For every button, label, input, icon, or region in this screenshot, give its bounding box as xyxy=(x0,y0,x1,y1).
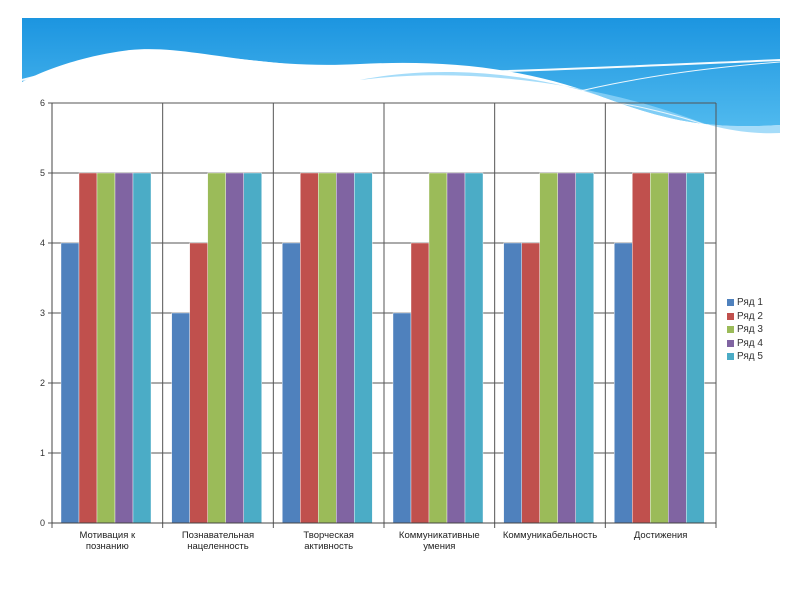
legend-item-4: Ряд 4 xyxy=(727,337,763,351)
x-category-label-4-line-2: умения xyxy=(423,541,455,552)
bar-s3-c4 xyxy=(428,172,448,524)
x-category-label-3-line-1: Творческая xyxy=(303,530,353,541)
bar-s5-c1 xyxy=(132,172,152,524)
x-category-label-4-line-1: Коммуникативные xyxy=(399,530,480,541)
legend-item-5: Ряд 5 xyxy=(727,350,763,364)
legend-label-5: Ряд 5 xyxy=(737,351,763,362)
bar-s4-c5 xyxy=(557,172,576,524)
chart-legend: Ряд 1 Ряд 2 Ряд 3 Ряд 4 Ряд 5 xyxy=(727,296,763,364)
bar-s2-c2 xyxy=(189,242,208,524)
x-category-label-2-line-2: нацеленность xyxy=(187,541,249,552)
bar-s2-c1 xyxy=(78,172,98,524)
bar-s4-c6 xyxy=(668,172,687,524)
legend-swatch-1 xyxy=(727,299,734,307)
legend-label-2: Ряд 2 xyxy=(737,310,763,322)
y-axis-ticks: 0 1 2 3 4 5 6 xyxy=(40,98,52,528)
bar-s1-c3 xyxy=(282,242,301,524)
bar-s3-c1 xyxy=(96,172,116,524)
legend-item-3: Ряд 3 xyxy=(727,323,763,337)
bar-s3-c6 xyxy=(650,172,669,524)
x-category-label-3-line-2: активность xyxy=(304,541,353,552)
y-tick-label-4: 4 xyxy=(40,238,45,248)
bar-s2-c3 xyxy=(300,172,319,524)
bar-s5-c3 xyxy=(354,172,373,524)
x-category-label-1-line-1: Мотивация к xyxy=(79,530,136,541)
x-category-label-5-line-1: Коммуникабельность xyxy=(503,530,597,541)
legend-item-1: Ряд 1 xyxy=(727,296,763,310)
y-tick-label-2: 2 xyxy=(40,378,45,388)
bar-s1-c1 xyxy=(60,242,80,524)
legend-item-2: Ряд 2 xyxy=(727,310,763,324)
bar-s1-c4 xyxy=(392,312,412,524)
legend-label-4: Ряд 4 xyxy=(737,337,763,349)
bar-s2-c5 xyxy=(521,242,540,524)
bar-s4-c2 xyxy=(225,172,244,524)
bar-s5-c2 xyxy=(243,172,262,524)
chart-bars xyxy=(60,172,705,524)
bar-s4-c4 xyxy=(446,172,466,524)
bar-s2-c4 xyxy=(410,242,430,524)
y-tick-label-0: 0 xyxy=(40,518,45,528)
legend-swatch-5 xyxy=(727,353,734,361)
bar-s5-c5 xyxy=(575,172,594,524)
bar-s1-c2 xyxy=(171,312,190,524)
bar-s1-c6 xyxy=(614,242,633,524)
legend-label-3: Ряд 3 xyxy=(737,324,763,335)
legend-swatch-4 xyxy=(727,339,734,347)
bar-s1-c5 xyxy=(503,242,522,524)
y-tick-label-1: 1 xyxy=(40,448,45,458)
bar-s3-c2 xyxy=(207,172,226,524)
y-tick-label-5: 5 xyxy=(40,168,45,178)
legend-swatch-3 xyxy=(727,326,734,334)
x-category-label-2-line-1: Познавательная xyxy=(182,530,254,541)
bar-s3-c3 xyxy=(318,172,337,524)
x-category-label-1-line-2: познанию xyxy=(86,541,129,552)
y-tick-label-3: 3 xyxy=(40,308,45,318)
bar-s5-c6 xyxy=(686,172,705,524)
x-category-label-6-line-1: Достижения xyxy=(634,530,688,541)
y-tick-label-6: 6 xyxy=(40,98,45,108)
bar-s5-c4 xyxy=(464,172,484,524)
bar-s4-c1 xyxy=(114,172,134,524)
bar-s3-c5 xyxy=(539,172,558,524)
legend-label-1: Ряд 1 xyxy=(737,297,763,308)
legend-swatch-2 xyxy=(727,312,734,320)
bar-s4-c3 xyxy=(336,172,355,524)
bar-s2-c6 xyxy=(632,172,651,524)
